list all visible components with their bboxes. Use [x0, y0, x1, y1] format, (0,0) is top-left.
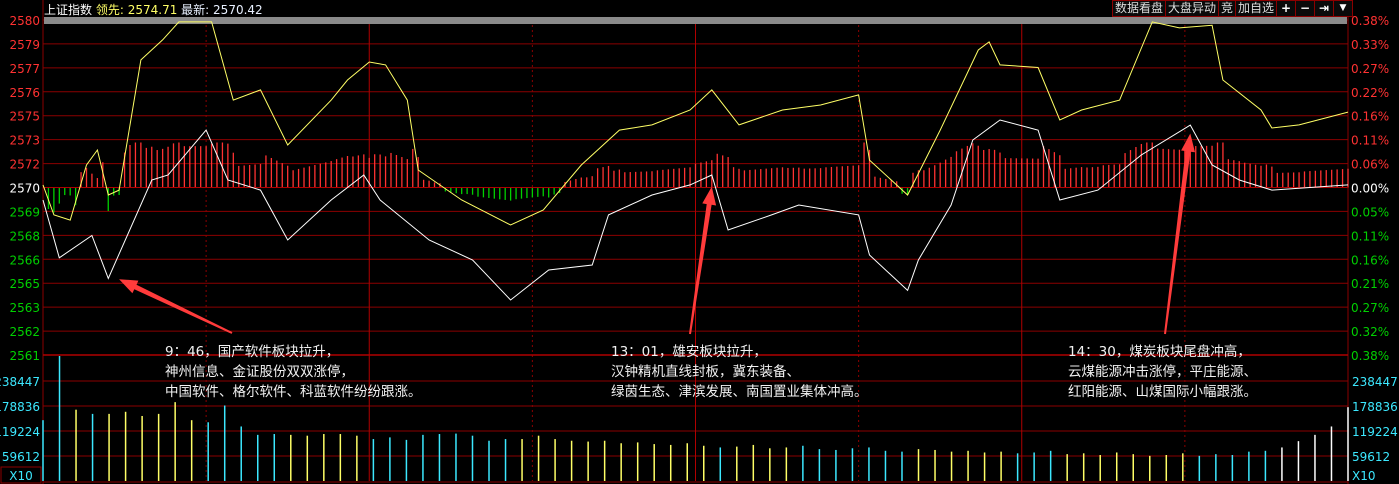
percent-tick-label: 0.21%	[1351, 277, 1389, 291]
percent-tick-label: 0.16%	[1351, 110, 1389, 124]
chart-header: 上证指数 领先: 2574.71 最新: 2570.42	[44, 1, 263, 18]
annotation-arrows	[119, 133, 1195, 335]
percent-tick-label: 0.00%	[1351, 182, 1389, 196]
add-watchlist-button[interactable]: 加自选	[1234, 0, 1277, 17]
annotation-arrow	[119, 279, 233, 334]
auction-band	[44, 17, 1347, 24]
percent-tick-label: 0.22%	[1351, 86, 1389, 100]
price-tick-label: 2572	[9, 158, 40, 172]
percent-tick-label: 0.11%	[1351, 229, 1389, 243]
price-tick-label: 2568	[9, 229, 40, 243]
price-tick-label: 2563	[9, 301, 40, 315]
price-tick-label: 2569	[9, 205, 40, 219]
volume-tick-label: 178836	[0, 400, 40, 414]
annotation-line: 14：30，煤炭板块尾盘冲高，	[1068, 344, 1251, 360]
price-tick-label: 2580	[9, 14, 40, 28]
multiplier-box	[0, 466, 42, 484]
percent-tick-label: 0.38%	[1351, 349, 1389, 363]
annotation-arrow	[1164, 133, 1195, 335]
minus-icon[interactable]: −	[1295, 0, 1315, 17]
volume-multiplier-label: X10	[9, 469, 33, 483]
price-tick-label: 2562	[9, 325, 40, 339]
lead-line	[42, 21, 1349, 226]
price-tick-label: 2576	[9, 86, 40, 100]
lead-value: 2574.71	[127, 3, 178, 17]
toolbar: 数据看盘 大盘异动 竞 加自选 + − ⇥ ▼	[1111, 0, 1353, 17]
auction-button[interactable]: 竞	[1217, 0, 1236, 17]
volume-tick-label: 119224	[1352, 425, 1398, 439]
percent-tick-label: 0.16%	[1351, 253, 1389, 267]
percent-tick-label: 0.27%	[1351, 62, 1389, 76]
price-tick-label: 2570	[9, 182, 40, 196]
volume-tick-label: 59612	[1352, 450, 1390, 464]
price-tick-label: 2575	[9, 110, 40, 124]
percent-tick-label: 0.33%	[1351, 38, 1389, 52]
axes: 2580 0.38% 2579 0.33% 2577 0.27% 2576 0.22% 2575…	[0, 14, 1398, 484]
annotation-1: 9：46，国产软件板块拉升， 神州信息、金证股份双双涨停， 中国软件、格尔软件、…	[165, 342, 422, 402]
annotation-line: 红阳能源、山煤国际小幅跟涨。	[1068, 384, 1257, 400]
annotation-line: 云煤能源冲击涨停，平庄能源、	[1068, 364, 1257, 380]
price-tick-label: 2565	[9, 277, 40, 291]
grid	[42, 0, 1349, 484]
price-tick-label: 2573	[9, 134, 40, 148]
data-view-button[interactable]: 数据看盘	[1111, 0, 1166, 17]
arrow-right-bar-icon[interactable]: ⇥	[1314, 0, 1334, 17]
volume-tick-label: 59612	[2, 450, 40, 464]
volume-tick-label: 238447	[1352, 375, 1398, 389]
annotation-line: 9：46，国产软件板块拉升，	[165, 344, 340, 360]
annotation-line: 神州信息、金证股份双双涨停，	[165, 364, 354, 380]
volume-tick-label: 178836	[1352, 400, 1398, 414]
volume-tick-label: 238447	[0, 375, 40, 389]
volume-bars	[42, 356, 1349, 481]
annotation-line: 中国软件、格尔软件、科蓝软件纷纷跟涨。	[165, 384, 422, 400]
lead-label: 领先:	[95, 3, 124, 17]
latest-value: 2570.42	[213, 3, 263, 17]
percent-tick-label: 0.27%	[1351, 301, 1389, 315]
volume-tick-label: 119224	[0, 425, 40, 439]
price-tick-label: 2561	[9, 349, 40, 363]
percent-tick-label: 0.11%	[1351, 134, 1389, 148]
caret-down-icon[interactable]: ▼	[1333, 0, 1353, 17]
price-lines	[42, 21, 1349, 301]
percent-tick-label: 0.38%	[1351, 14, 1389, 28]
price-tick-label: 2566	[9, 253, 40, 267]
price-tick-label: 2579	[9, 38, 40, 52]
market-alert-button[interactable]: 大盘异动	[1164, 0, 1219, 17]
index-name: 上证指数	[44, 3, 93, 17]
percent-tick-label: 0.05%	[1351, 205, 1389, 219]
annotation-arrow	[689, 186, 717, 335]
latest-label: 最新:	[181, 3, 210, 17]
price-line	[42, 119, 1349, 301]
percent-tick-label: 0.06%	[1351, 158, 1389, 172]
annotation-line: 13：01，雄安板块拉升，	[611, 344, 767, 360]
momentum-bars	[43, 142, 1349, 213]
price-tick-label: 2577	[9, 62, 40, 76]
plus-icon[interactable]: +	[1276, 0, 1296, 17]
percent-tick-label: 0.32%	[1351, 325, 1389, 339]
annotation-3: 14：30，煤炭板块尾盘冲高， 云煤能源冲击涨停，平庄能源、 红阳能源、山煤国际…	[1068, 342, 1257, 402]
annotation-2: 13：01，雄安板块拉升， 汉钟精机直线封板，冀东装备、 绿茵生态、津滨发展、南…	[611, 342, 868, 402]
annotation-line: 绿茵生态、津滨发展、南国置业集体冲高。	[611, 384, 868, 400]
annotation-line: 汉钟精机直线封板，冀东装备、	[611, 364, 800, 380]
volume-multiplier-label: X10	[1352, 469, 1376, 483]
